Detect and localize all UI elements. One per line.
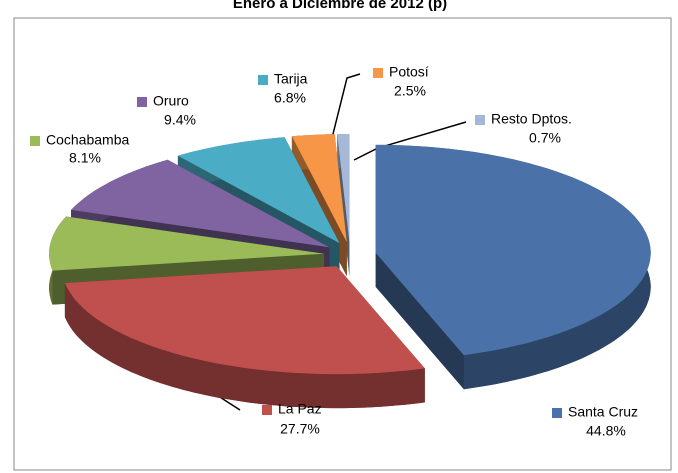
chart-title: Enero a Diciembre de 2012 (p) xyxy=(233,0,447,12)
slice-label: Oruro xyxy=(153,93,189,109)
slice-label: Resto Dptos. xyxy=(491,111,572,127)
slice-side xyxy=(375,252,464,390)
leader-line xyxy=(325,73,361,163)
slice xyxy=(337,134,350,242)
slice xyxy=(71,159,330,248)
legend-swatch xyxy=(30,136,40,146)
slice-value-label: 9.4% xyxy=(164,112,196,128)
slice-label: Potosí xyxy=(389,64,429,80)
slice-value-label: 8.1% xyxy=(69,150,101,166)
slice-value-label: 44.8% xyxy=(586,423,626,439)
slice xyxy=(291,134,347,243)
slice-label: Santa Cruz xyxy=(568,404,638,420)
slice-value-label: 0.7% xyxy=(529,130,561,146)
slice-group xyxy=(64,266,425,409)
slice-group xyxy=(375,144,651,390)
slice-label: Tarija xyxy=(274,71,308,87)
slice-label: Cochabamba xyxy=(46,132,129,148)
slice-label: La Paz xyxy=(278,401,322,417)
legend-swatch xyxy=(258,75,268,85)
slice xyxy=(49,216,325,271)
slice xyxy=(64,266,425,375)
legend-swatch xyxy=(262,405,272,415)
slice-value-label: 6.8% xyxy=(274,90,306,106)
legend-swatch xyxy=(373,68,383,78)
slice-value-label: 27.7% xyxy=(280,421,320,437)
slice xyxy=(375,144,651,356)
legend-swatch xyxy=(552,408,562,418)
slice xyxy=(177,137,340,244)
legend-swatch xyxy=(475,115,485,125)
legend-swatch xyxy=(137,97,147,107)
slice-value-label: 2.5% xyxy=(394,83,426,99)
slice-side xyxy=(64,283,425,409)
